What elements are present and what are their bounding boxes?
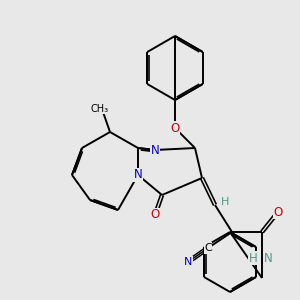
Text: O: O (150, 208, 160, 221)
Text: N: N (184, 257, 192, 267)
Text: C: C (204, 243, 212, 253)
Text: N: N (264, 251, 272, 265)
Text: H: H (249, 251, 257, 265)
Text: H: H (221, 197, 230, 207)
Text: N: N (134, 169, 142, 182)
Text: O: O (170, 122, 180, 134)
Text: CH₃: CH₃ (91, 104, 109, 114)
Text: N: N (151, 143, 159, 157)
Text: O: O (273, 206, 283, 218)
